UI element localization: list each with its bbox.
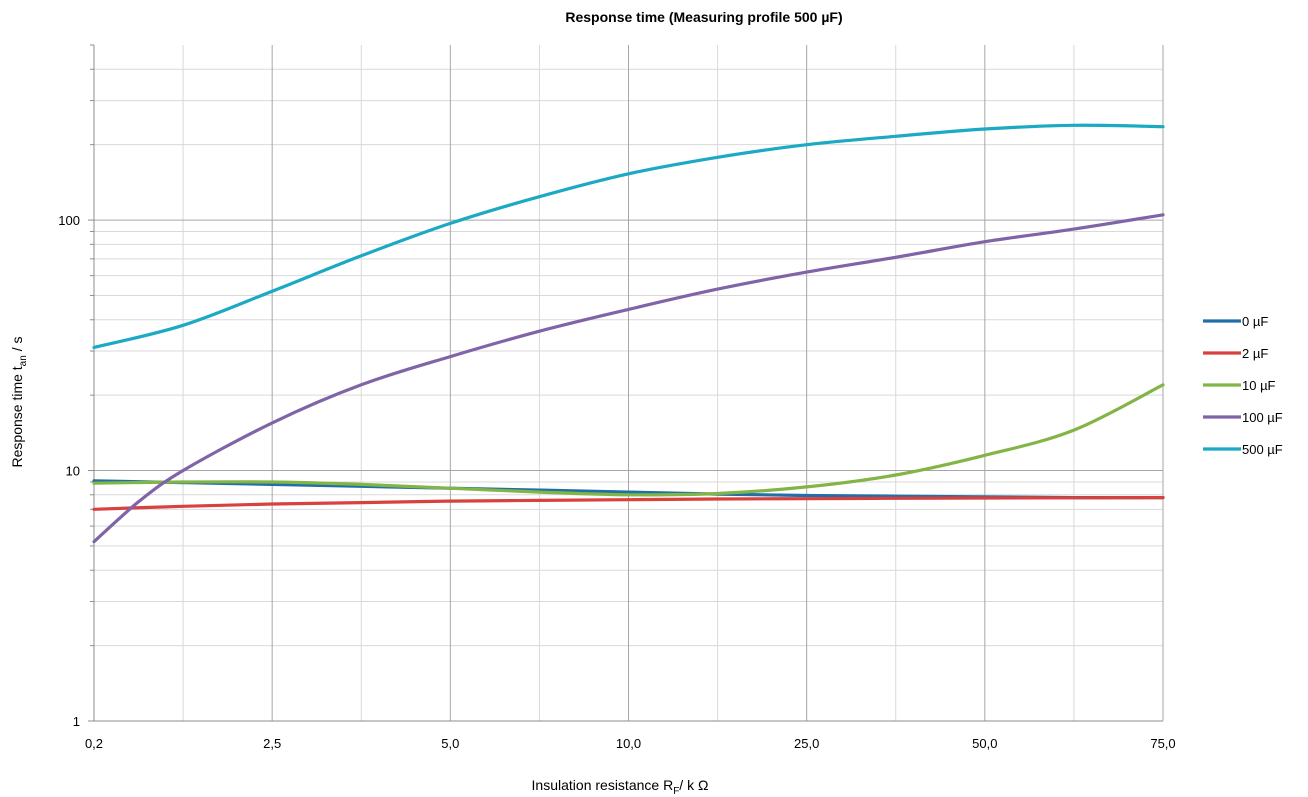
- y-tick-label: 100: [58, 213, 80, 228]
- legend-label-0uf: 0 µF: [1242, 314, 1268, 329]
- legend-label-10uf: 10 µF: [1242, 378, 1276, 393]
- x-tick-label: 25,0: [794, 736, 819, 751]
- axes: [88, 44, 1163, 722]
- y-axis-tick-labels: 1 10 100: [58, 213, 80, 729]
- y-tick-label: 10: [66, 464, 80, 479]
- legend-label-500uf: 500 µF: [1242, 442, 1283, 457]
- x-tick-label: 0,2: [85, 736, 103, 751]
- legend-label-100uf: 100 µF: [1242, 410, 1283, 425]
- major-gridlines: [94, 45, 1164, 721]
- x-axis-tick-labels: 0,2 2,5 5,0 10,0 25,0 50,0 75,0: [85, 736, 1176, 751]
- y-axis-label: Response time tan / s: [9, 337, 29, 468]
- x-tick-label: 10,0: [616, 736, 641, 751]
- x-tick-label: 50,0: [972, 736, 997, 751]
- chart-title: Response time (Measuring profile 500 µF): [565, 9, 842, 25]
- series-line-100uf: [92, 213, 1165, 544]
- x-tick-label: 75,0: [1150, 736, 1175, 751]
- y-tick-label: 1: [73, 714, 80, 729]
- legend: 0 µF 2 µF 10 µF 100 µF 500 µF: [1203, 314, 1283, 457]
- series-line-2uf: [92, 496, 1165, 511]
- legend-label-2uf: 2 µF: [1242, 346, 1268, 361]
- x-tick-label: 5,0: [441, 736, 459, 751]
- series-line-500uf: [92, 123, 1165, 350]
- x-tick-label: 2,5: [263, 736, 281, 751]
- data-series: [92, 123, 1165, 544]
- x-axis-label: Insulation resistance RF/ k Ω: [532, 777, 709, 797]
- series-line-10uf: [92, 383, 1165, 497]
